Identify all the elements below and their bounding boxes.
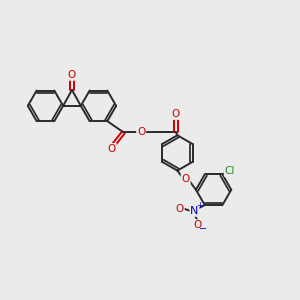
Text: −: − [199, 224, 207, 234]
Text: O: O [176, 204, 184, 214]
Text: O: O [108, 144, 116, 154]
Text: O: O [194, 220, 202, 230]
Text: O: O [68, 70, 76, 80]
Text: O: O [172, 109, 180, 119]
Text: N: N [190, 206, 199, 216]
Text: O: O [182, 174, 190, 184]
Text: O: O [137, 127, 145, 137]
Text: Cl: Cl [225, 166, 235, 176]
Text: +: + [196, 201, 202, 210]
